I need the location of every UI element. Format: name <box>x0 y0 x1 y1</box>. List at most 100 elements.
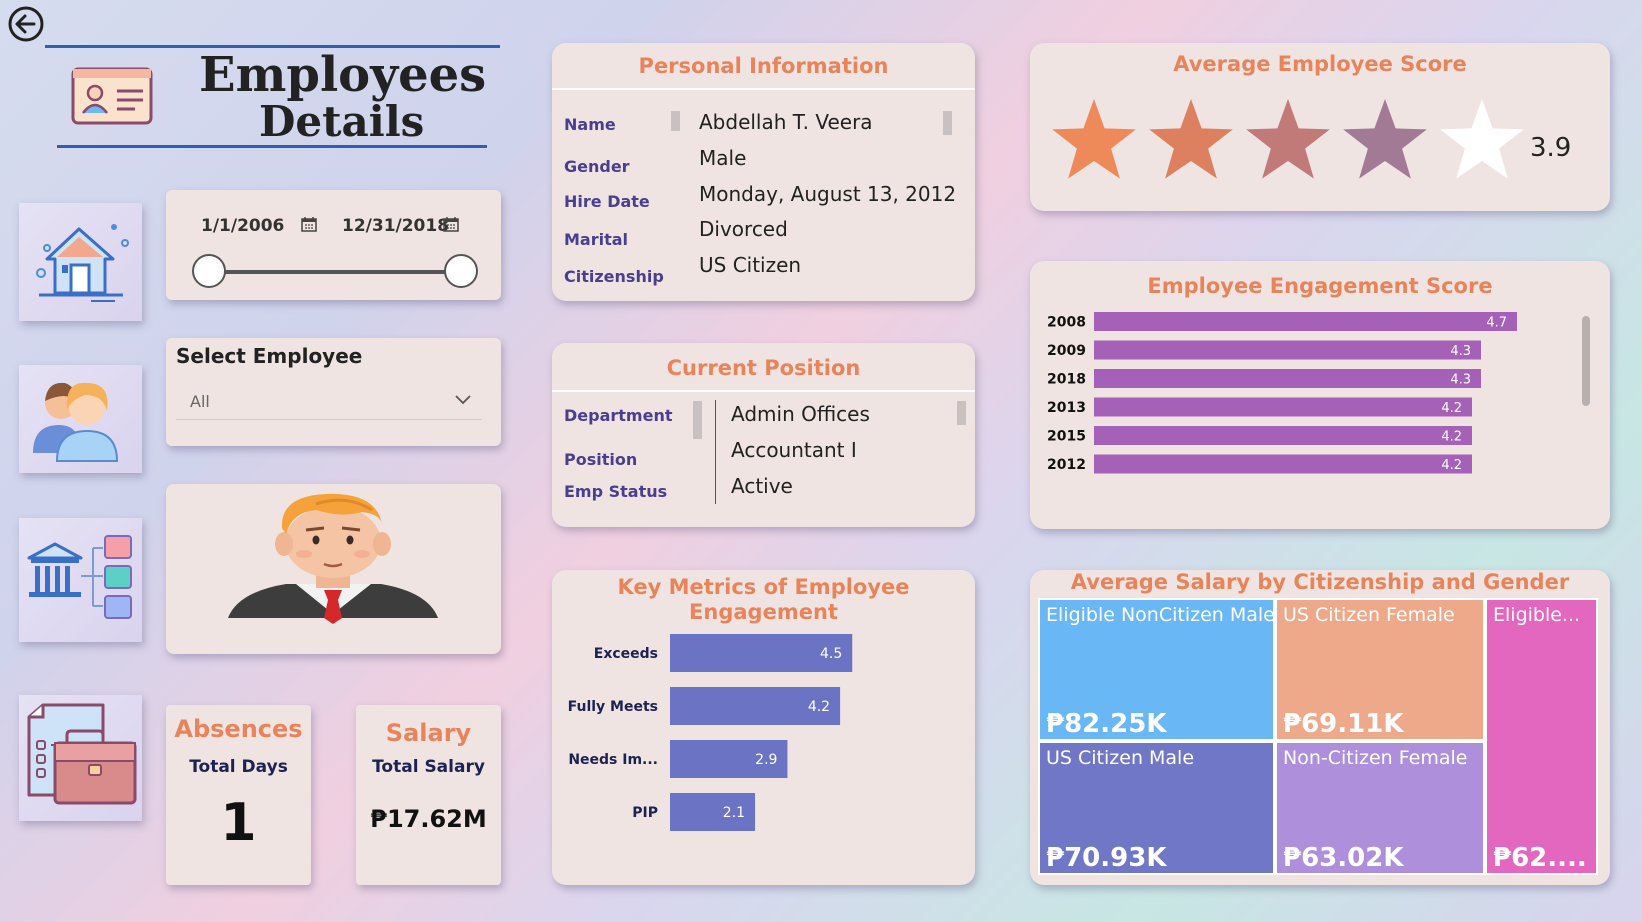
end-date[interactable]: 12/31/2018 <box>342 216 450 236</box>
treemap-tile[interactable]: US Citizen Female ₱69.11K <box>1275 598 1485 741</box>
id-card-icon <box>71 67 153 125</box>
treemap-tile[interactable]: Eligible... ₱62.... <box>1485 598 1598 875</box>
bar[interactable] <box>670 740 788 778</box>
value-position: Accountant I <box>731 438 857 462</box>
page-title-line1: Employees <box>199 47 487 103</box>
absences-subtitle: Total Days <box>189 757 288 777</box>
category-label: 2018 <box>1047 372 1086 388</box>
nav-tile-employees[interactable] <box>19 365 142 473</box>
treemap-label: US Citizen Female <box>1283 604 1455 626</box>
absences-card: Absences Total Days 1 <box>166 705 311 885</box>
arrow-left-icon <box>8 6 44 42</box>
label-hire-date: Hire Date <box>564 192 650 211</box>
calendar-icon[interactable] <box>301 216 317 232</box>
nav-tile-departments[interactable] <box>19 518 142 642</box>
start-date[interactable]: 1/1/2006 <box>201 216 285 236</box>
category-label: 2015 <box>1047 429 1086 445</box>
bar[interactable] <box>1094 340 1481 360</box>
treemap-label: Non-Citizen Female <box>1283 747 1468 769</box>
label-gender: Gender <box>564 157 630 176</box>
data-label: 4.5 <box>820 646 842 662</box>
page-header: Employees Details <box>45 45 500 150</box>
salary-title: Salary <box>385 719 472 747</box>
bar[interactable] <box>670 634 853 672</box>
bar[interactable] <box>670 687 841 725</box>
scrollbar-thumb[interactable] <box>957 401 966 425</box>
header-line-bottom <box>57 145 487 148</box>
select-employee-dropdown[interactable]: All <box>176 380 482 420</box>
personal-information-card: Personal Information Name Abdellah T. Ve… <box>552 43 975 301</box>
scrollbar-thumb[interactable] <box>943 111 952 135</box>
bar[interactable] <box>670 793 756 831</box>
date-range-slicer[interactable]: 1/1/2006 12/31/2018 <box>166 190 501 300</box>
treemap-value: ₱63.02K <box>1283 843 1404 873</box>
category-label: 2008 <box>1047 315 1086 331</box>
average-score-value: 3.9 <box>1530 133 1572 163</box>
back-button[interactable] <box>6 4 46 44</box>
briefcase-icon <box>27 703 137 805</box>
slider-end-handle[interactable] <box>444 254 478 288</box>
treemap-tile[interactable]: Non-Citizen Female ₱63.02K <box>1275 741 1485 875</box>
treemap-label: Eligible... <box>1493 604 1581 626</box>
data-label: 4.2 <box>1441 458 1462 473</box>
salary-value: ₱17.62M <box>370 805 487 833</box>
treemap-value: ₱69.11K <box>1283 709 1404 739</box>
position-divider <box>552 390 975 392</box>
engagement-score-card: Employee Engagement Score 2008 4.7 2009 4.3… <box>1030 261 1610 529</box>
salary-treemap-card: Average Salary by Citizenship and Gender… <box>1030 570 1610 885</box>
select-employee-slicer: Select Employee All <box>166 338 501 446</box>
salary-subtitle: Total Salary <box>372 757 485 777</box>
treemap-title: Average Salary by Citizenship and Gender <box>1070 570 1570 594</box>
category-label: 2012 <box>1047 457 1086 473</box>
data-label: 2.9 <box>755 752 777 768</box>
label-citizenship: Citizenship <box>564 267 664 286</box>
engagement-score-title: Employee Engagement Score <box>1147 274 1493 298</box>
nav-tile-documents[interactable] <box>19 695 142 821</box>
slider-start-handle[interactable] <box>192 254 226 288</box>
calendar-icon[interactable] <box>443 216 459 232</box>
bar[interactable] <box>1094 426 1472 445</box>
personal-divider <box>552 88 975 90</box>
employee-avatar-card <box>166 484 501 654</box>
nav-tile-home[interactable] <box>19 203 142 321</box>
department-icon <box>27 535 132 619</box>
bar[interactable] <box>1094 454 1472 474</box>
key-metrics-title: Key Metrics of Employee Engagement <box>617 575 910 624</box>
bar[interactable] <box>1094 369 1481 388</box>
scrollbar-thumb[interactable] <box>1582 316 1590 406</box>
data-label: 4.3 <box>1450 344 1471 359</box>
value-name: Abdellah T. Veera <box>699 110 873 134</box>
treemap-value: ₱62.... <box>1493 843 1587 873</box>
page-title-line2: Details <box>259 97 425 146</box>
star-icon <box>1246 99 1330 179</box>
value-emp-status: Active <box>731 474 793 498</box>
category-label: PIP <box>632 805 658 821</box>
key-metrics-card: Key Metrics of Employee Engagement Excee… <box>552 570 975 885</box>
house-icon <box>36 224 129 302</box>
column-resize-handle[interactable] <box>671 111 680 131</box>
category-label: Fully Meets <box>568 699 658 715</box>
current-position-card: Current Position Department Admin Office… <box>552 343 975 527</box>
star-rating <box>1052 99 1524 179</box>
select-employee-label: Select Employee <box>176 344 363 368</box>
select-employee-value: All <box>190 392 210 411</box>
data-label: 4.2 <box>1441 401 1462 416</box>
column-divider <box>715 400 716 504</box>
column-resize-handle[interactable] <box>693 401 702 439</box>
bar[interactable] <box>1094 397 1472 417</box>
data-label: 2.1 <box>723 805 745 821</box>
value-department: Admin Offices <box>731 402 870 426</box>
slider-track[interactable] <box>208 270 458 274</box>
average-score-card: Average Employee Score 3.9 <box>1030 43 1610 211</box>
bar[interactable] <box>1094 312 1517 331</box>
data-label: 4.2 <box>1441 430 1462 445</box>
star-icon <box>1440 99 1524 179</box>
star-icon <box>1052 99 1136 179</box>
treemap-tile[interactable]: US Citizen Male ₱70.93K <box>1038 741 1275 875</box>
treemap-tile[interactable]: Eligible NonCitizen Male ₱82.25K <box>1038 598 1275 741</box>
value-gender: Male <box>699 146 747 170</box>
current-position-title: Current Position <box>666 356 861 380</box>
salary-treemap: Eligible NonCitizen Male ₱82.25K US Citize… <box>1038 598 1598 875</box>
chevron-down-icon <box>455 395 471 405</box>
people-icon <box>33 382 119 462</box>
